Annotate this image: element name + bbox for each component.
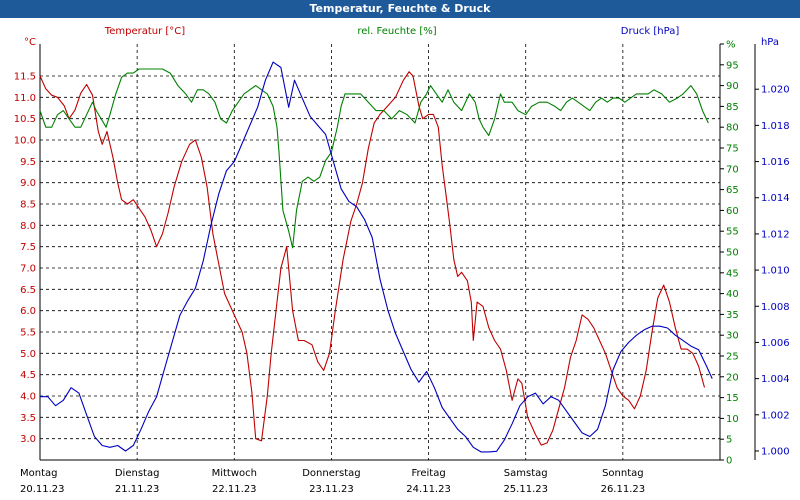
- hum-series-line: [39, 68, 709, 249]
- humidity-tick-label: 85: [726, 102, 739, 113]
- day-name-label: Mittwoch: [212, 468, 257, 479]
- day-name-label: Dienstag: [115, 468, 160, 479]
- pressure-tick-label: 1.012: [761, 229, 790, 240]
- humidity-tick-label: 15: [726, 393, 739, 404]
- temp-tick-label: 6.5: [20, 285, 36, 296]
- humidity-tick-label: 65: [726, 185, 739, 196]
- pressure-tick-label: 1.016: [761, 157, 790, 168]
- series-lines: [39, 61, 713, 453]
- day-date-label: 25.11.23: [503, 484, 548, 495]
- temp-tick-label: 10.0: [14, 136, 36, 147]
- humidity-tick-label: 40: [726, 289, 739, 300]
- temp-tick-label: 11.5: [14, 72, 36, 83]
- temp-tick-label: 5.5: [20, 328, 36, 339]
- humidity-tick-label: 0: [726, 456, 732, 467]
- temp-tick-label: 8.0: [20, 221, 36, 232]
- axis-headers: °C hPa Temperatur [°C] rel. Feuchte [%] Druc…: [24, 26, 779, 48]
- temp-tick-label: 6.0: [20, 306, 36, 317]
- temp-series-line: [39, 71, 706, 446]
- humidity-tick-label: 95: [726, 60, 739, 71]
- humidity-tick-label: 50: [726, 248, 739, 259]
- grid-lines: [40, 44, 720, 460]
- humidity-tick-label: 10: [726, 414, 739, 425]
- pressure-tick-label: 1.018: [761, 121, 790, 132]
- x-axis-labels: Montag 20.11.23 Dienstag 21.11.23 Mittwoch 22…: [20, 468, 645, 495]
- humidity-tick-label: 60: [726, 206, 739, 217]
- humidity-tick-label: 80: [726, 123, 739, 134]
- temp-tick-label: 4.0: [20, 392, 36, 403]
- chart-title: Temperatur, Feuchte & Druck: [0, 0, 800, 18]
- pressure-tick-label: 1.014: [761, 193, 790, 204]
- pressure-tick-label: 1.002: [761, 410, 790, 421]
- temp-tick-label: 5.0: [20, 349, 36, 360]
- pressure-tick-label: 1.004: [761, 374, 790, 385]
- humidity-axis-title: rel. Feuchte [%]: [357, 26, 436, 37]
- tick-labels: 3.0 3.5 4.0 4.5 5.0 5.5 6.0 6.5 7.0 7.5 8.0 8.5 9.0 9…: [14, 40, 790, 467]
- pressure-unit-label: hPa: [761, 37, 779, 48]
- humidity-tick-label: 70: [726, 164, 739, 175]
- day-date-label: 22.11.23: [212, 484, 257, 495]
- day-date-label: 26.11.23: [601, 484, 646, 495]
- day-date-label: 23.11.23: [309, 484, 354, 495]
- temp-tick-label: 3.0: [20, 434, 36, 445]
- day-name-label: Samstag: [504, 468, 548, 479]
- temp-tick-label: 11.0: [14, 93, 36, 104]
- temp-unit-label: °C: [24, 37, 36, 48]
- humidity-tick-label: 45: [726, 268, 739, 279]
- pressure-tick-label: 1.008: [761, 302, 790, 313]
- humidity-tick-label: 35: [726, 310, 739, 321]
- humidity-tick-label: 5: [726, 435, 732, 446]
- humidity-tick-label: 55: [726, 227, 739, 238]
- humidity-tick-label: 25: [726, 352, 739, 363]
- day-date-label: 21.11.23: [115, 484, 160, 495]
- temp-axis-title: Temperatur [°C]: [104, 26, 185, 37]
- day-name-label: Donnerstag: [302, 468, 360, 479]
- temp-tick-label: 7.0: [20, 264, 36, 275]
- temp-tick-label: 7.5: [20, 242, 36, 253]
- axes: [39, 43, 759, 461]
- day-date-label: 20.11.23: [20, 484, 65, 495]
- day-date-label: 24.11.23: [406, 484, 451, 495]
- temp-tick-label: 10.5: [14, 114, 36, 125]
- temp-tick-label: 4.5: [20, 370, 36, 381]
- pressure-tick-label: 1.000: [761, 446, 790, 457]
- pressure-axis-title: Druck [hPa]: [621, 26, 680, 37]
- pressure-tick-label: 1.006: [761, 338, 790, 349]
- weather-chart: 3.0 3.5 4.0 4.5 5.0 5.5 6.0 6.5 7.0 7.5 8.0 8.5 9.0 9…: [14, 26, 790, 495]
- pres-series-line: [40, 61, 713, 453]
- temp-tick-label: 8.5: [20, 200, 36, 211]
- humidity-tick-label: 30: [726, 331, 739, 342]
- temp-tick-label: 3.5: [20, 413, 36, 424]
- day-name-label: Sonntag: [602, 468, 644, 479]
- humidity-tick-label: %: [726, 40, 736, 51]
- temp-tick-label: 9.5: [20, 157, 36, 168]
- pressure-tick-label: 1.020: [761, 85, 790, 96]
- pressure-tick-label: 1.010: [761, 266, 790, 277]
- day-name-label: Freitag: [411, 468, 445, 479]
- humidity-tick-label: 90: [726, 81, 739, 92]
- temp-tick-label: 9.0: [20, 178, 36, 189]
- humidity-tick-label: 75: [726, 144, 739, 155]
- day-name-label: Montag: [20, 468, 57, 479]
- humidity-tick-label: 20: [726, 372, 739, 383]
